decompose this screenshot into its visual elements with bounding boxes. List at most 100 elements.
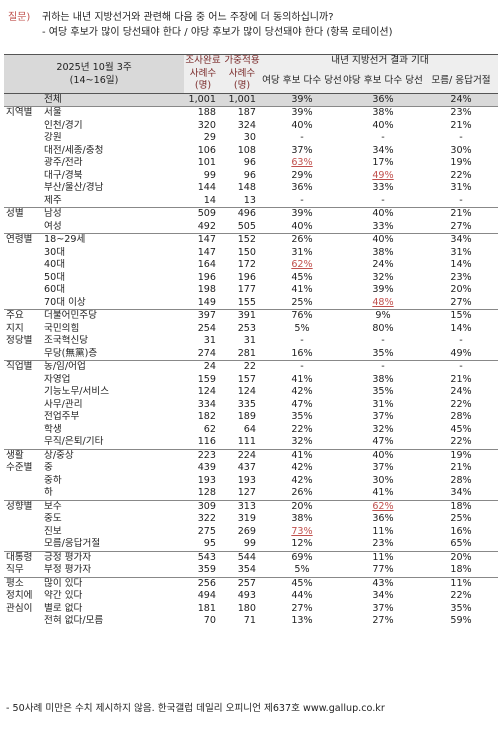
category-label: 관심이	[6, 602, 33, 614]
n-complete-value: 124	[197, 386, 216, 397]
ruling-pct: 39%	[262, 93, 342, 107]
n-weighted-value: 269	[237, 525, 256, 537]
subgroup-label: 70대 이상	[44, 296, 86, 308]
unknown-pct: 23%	[424, 106, 499, 120]
table-row: 강원 29 30 - - -	[4, 132, 498, 145]
subgroup-label: 자영업	[44, 373, 71, 385]
table-row: 사무/관리 334 335 47% 31% 22%	[4, 399, 498, 412]
ruling-pct: 41%	[291, 284, 313, 295]
table-row: 학생 62 64 22% 32% 45%	[4, 424, 498, 437]
n-complete-value: 29	[203, 132, 216, 143]
category-label	[4, 475, 42, 488]
category-label	[4, 170, 42, 183]
ruling-pct: 40%	[291, 220, 313, 232]
table-row: 직무 부정 평가자 359 354 5% 77% 18%	[4, 564, 498, 577]
results-body: 전체 1,001 1,001 39% 36% 24% 지역별 서울 188 187 39% 38% 23…	[4, 93, 499, 628]
n-weighted-value: 111	[237, 436, 256, 447]
n-complete-value: 181	[197, 602, 216, 614]
n-complete-value: 116	[197, 436, 216, 447]
category-label	[4, 487, 42, 500]
n-complete-value: 31	[203, 335, 216, 346]
ruling-pct: 26%	[291, 487, 313, 498]
unknown-pct: 65%	[450, 538, 472, 549]
n-weighted-value: 253	[237, 322, 256, 334]
subgroup-label: 더불어민주당	[42, 309, 184, 323]
ruling-pct: 41%	[291, 373, 313, 385]
n-complete-value: 128	[197, 487, 216, 498]
unknown-pct: 21%	[450, 373, 472, 385]
category-label	[4, 259, 42, 272]
n-complete-value: 24	[184, 360, 222, 374]
unknown-pct: 27%	[450, 296, 472, 308]
n-weighted-value: 313	[222, 499, 262, 513]
table-row: 지역별 서울 188 187 39% 38% 23%	[4, 106, 499, 120]
ruling-pct: 36%	[291, 182, 313, 193]
unknown-pct: 30%	[450, 144, 472, 156]
unknown-pct: 21%	[450, 119, 472, 131]
opposition-pct: 38%	[372, 246, 394, 258]
subgroup-label: 전업주부	[44, 411, 80, 422]
category-label	[4, 386, 42, 399]
n-weighted-value: 180	[237, 602, 256, 614]
n-weighted-value: 108	[237, 144, 256, 156]
opposition-pct: 62%	[342, 499, 424, 513]
n-weighted-value: 281	[237, 347, 256, 359]
table-row: 성향별 보수 309 313 20% 62% 18%	[4, 499, 499, 513]
unknown-pct: 21%	[424, 207, 499, 221]
ruling-pct: -	[300, 194, 304, 206]
n-complete-value: 99	[203, 169, 216, 181]
n-weighted-value: 324	[237, 119, 256, 131]
ruling-pct: -	[300, 335, 304, 346]
subgroup-label: 제주	[44, 194, 62, 206]
subgroup-label: 조국혁신당	[44, 335, 89, 346]
category-label: 평소	[4, 576, 42, 590]
n-weighted-value: 224	[222, 448, 262, 462]
table-row: 무직/은퇴/기타 116 111 32% 47% 22%	[4, 436, 498, 449]
n-complete-label: 조사완료	[184, 54, 222, 68]
table-row: 무당(無黨)층 274 281 16% 35% 49%	[4, 348, 498, 361]
n-complete-value: 147	[184, 233, 222, 247]
n-complete-value: 256	[184, 576, 222, 590]
opposition-pct: 80%	[372, 322, 394, 334]
table-row: 중도 322 319 38% 36% 25%	[4, 513, 498, 526]
opposition-pct: 31%	[372, 398, 394, 410]
opposition-pct: -	[381, 132, 385, 143]
opposition-pct: 34%	[372, 144, 394, 156]
survey-period: 2025년 10월 3주 (14~16일)	[4, 54, 184, 93]
subgroup-label: 상/중상	[42, 448, 184, 462]
category-label: 대통령	[4, 550, 42, 564]
unknown-pct: 21%	[450, 462, 472, 473]
subgroup-label: 많이 있다	[42, 576, 184, 590]
category-label: 수준별	[6, 462, 33, 473]
ruling-pct: 22%	[291, 423, 313, 435]
table-row: 70대 이상 149 155 25% 48% 27%	[4, 297, 498, 310]
ruling-pct: 40%	[291, 119, 313, 131]
category-label: 지역별	[4, 106, 42, 120]
subgroup-label: 별로 없다	[44, 602, 83, 614]
category-label	[4, 513, 42, 526]
n-complete-value: 223	[184, 448, 222, 462]
opposition-pct: 43%	[342, 576, 424, 590]
table-row: 관심이 별로 없다 181 180 27% 37% 35%	[4, 603, 498, 616]
unknown-pct: 28%	[450, 411, 472, 422]
opposition-pct: 37%	[372, 411, 394, 422]
n-complete-value: 309	[184, 499, 222, 513]
ruling-pct: 69%	[262, 550, 342, 564]
opposition-pct: 37%	[372, 602, 394, 614]
unknown-pct: 19%	[450, 157, 472, 168]
n-weighted-value: 257	[222, 576, 262, 590]
table-row: 대구/경북 99 96 29% 49% 22%	[4, 170, 498, 183]
n-weighted-value: 193	[237, 474, 256, 486]
subgroup-label: 서울	[42, 106, 184, 120]
subgroup-label: 대구/경북	[44, 169, 83, 181]
opposition-pct: 32%	[372, 271, 394, 283]
n-weighted-value: 13	[243, 194, 256, 206]
table-row: 60대 198 177 41% 39% 20%	[4, 284, 498, 297]
subgroup-label: 하	[44, 487, 53, 498]
category-label	[4, 132, 42, 145]
opposition-pct: 24%	[372, 259, 394, 270]
n-complete-value: 182	[197, 411, 216, 422]
category-label	[4, 374, 42, 387]
n-complete-value: 14	[203, 194, 216, 206]
n-weighted-value: 172	[237, 259, 256, 270]
